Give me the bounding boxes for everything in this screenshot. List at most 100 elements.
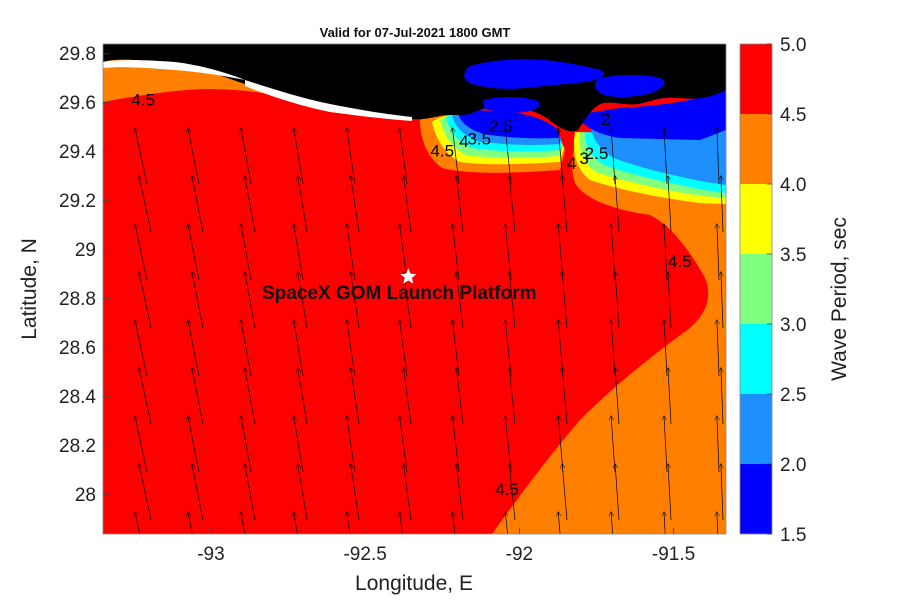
- wind-arrow: [558, 224, 564, 281]
- wind-arrow: [400, 224, 408, 281]
- plot-frame: [102, 43, 727, 535]
- wind-arrow: [241, 128, 252, 185]
- wind-arrow: [611, 224, 616, 281]
- wind-arrow: [192, 560, 203, 600]
- contour-label: 4.5: [430, 142, 454, 161]
- wind-arrow: [509, 368, 516, 425]
- wind-arrow: [452, 512, 459, 534]
- wind-arrow: [351, 176, 360, 233]
- wind-arrow: [664, 128, 668, 185]
- contour-label: 4.5: [668, 252, 692, 271]
- wind-arrow: [509, 176, 516, 233]
- wind-arrow: [294, 128, 304, 185]
- wind-arrow: [562, 368, 568, 425]
- contour-label: 4.5: [495, 480, 519, 499]
- wind-arrow: [452, 320, 460, 377]
- wind-arrow: [774, 176, 775, 232]
- coastal-strip-mid: [245, 80, 412, 121]
- wind-arrow: [452, 416, 460, 473]
- wind-arrow: [721, 176, 723, 233]
- wind-arrow: [347, 416, 356, 473]
- colorbar-tick-label: 3.5: [780, 245, 806, 266]
- wind-arrow: [505, 128, 512, 185]
- wind-arrow: [452, 224, 460, 281]
- wind-arrow: [188, 416, 200, 473]
- wind-arrow: [298, 560, 307, 600]
- wind-arrow: [135, 512, 141, 534]
- y-tick-label: 28.2: [59, 436, 96, 457]
- wind-arrow: [347, 224, 356, 281]
- contour-label-layer: 4.54.543.52.5 24 32.54.54.5: [131, 90, 691, 499]
- y-tick-label: 28.6: [59, 338, 96, 359]
- x-axis-label: Longitude, E: [355, 572, 473, 595]
- wind-arrow: [668, 560, 671, 600]
- wind-arrow: [721, 368, 723, 425]
- x-tick-label: -93: [197, 544, 224, 565]
- y-tick-label: 29.6: [59, 93, 96, 114]
- wind-arrow: [505, 512, 511, 534]
- wind-arrow: [717, 512, 719, 534]
- wind-arrow: [668, 464, 672, 521]
- wind-arrow: [241, 416, 252, 473]
- wind-arrow: [664, 416, 668, 473]
- contour-label: 2.5: [585, 144, 609, 163]
- wind-arrow: [505, 224, 512, 281]
- wind-arrow: [135, 224, 148, 281]
- wind-arrow: [139, 368, 152, 425]
- wind-arrow: [668, 368, 672, 425]
- region-1.5-2.0-bay-west: [458, 110, 560, 139]
- colorbar-tick-label: 4.0: [780, 175, 806, 196]
- wind-arrow: [139, 176, 152, 233]
- wind-arrow: [351, 272, 360, 329]
- lake-water-3: [483, 97, 540, 113]
- contour-label: 3: [579, 149, 588, 168]
- y-tick-label: 28.4: [59, 387, 96, 408]
- wind-arrow: [400, 512, 403, 534]
- colorbar: 1.5 2.0 2.5 3.0 3.5 4.0 4.5 5.0: [739, 35, 806, 546]
- wind-arrow: [135, 416, 148, 473]
- wind-arrow: [298, 464, 308, 521]
- wind-arrow: [509, 464, 516, 521]
- wind-arrow: [615, 464, 620, 521]
- wind-arrow: [400, 416, 408, 473]
- wind-arrow: [135, 320, 148, 377]
- wind-arrow: [721, 464, 723, 521]
- contour-label: 4.5: [131, 90, 155, 109]
- wind-arrow: [558, 512, 563, 534]
- wind-arrow: [562, 176, 568, 233]
- wind-arrow: [241, 320, 252, 377]
- wind-arrow: [241, 512, 246, 534]
- colorbar-frame: [739, 43, 773, 535]
- wind-arrow: [294, 512, 298, 534]
- wind-arrow: [558, 320, 564, 377]
- wind-arrow: [721, 560, 723, 600]
- wind-arrow: [347, 512, 351, 534]
- wind-arrow: [139, 464, 152, 521]
- contour-label: 4: [459, 132, 468, 151]
- wind-arrow: [774, 368, 775, 424]
- wind-arrow: [615, 272, 620, 329]
- wind-arrow: [404, 176, 412, 233]
- colorbar-segment: [740, 324, 772, 394]
- contour-label: 3.5: [467, 129, 491, 148]
- wind-arrow: [139, 560, 151, 600]
- wind-arrow: [298, 176, 308, 233]
- wind-arrow: [509, 560, 515, 600]
- wind-arrow: [456, 368, 464, 425]
- colorbar-segment: [740, 184, 772, 254]
- coastal-strip-west: [103, 60, 245, 80]
- contour-label: 2: [601, 110, 610, 129]
- wind-arrow: [188, 128, 200, 185]
- wind-arrow: [664, 224, 668, 281]
- wind-arrow-field: [135, 128, 775, 600]
- wind-arrow: [404, 464, 412, 521]
- wind-arrow: [717, 128, 719, 185]
- wind-arrow: [188, 320, 200, 377]
- wind-arrow: [611, 512, 615, 534]
- wind-arrow: [611, 128, 616, 185]
- colorbar-tick-label: 3.0: [780, 315, 806, 336]
- y-axis: 28 28.2 28.4 28.6 28.8 29 29.2 29.4 29.6 29.8: [59, 44, 109, 506]
- wind-arrow: [188, 512, 193, 534]
- wind-arrow: [456, 176, 464, 233]
- wind-arrow: [400, 320, 408, 377]
